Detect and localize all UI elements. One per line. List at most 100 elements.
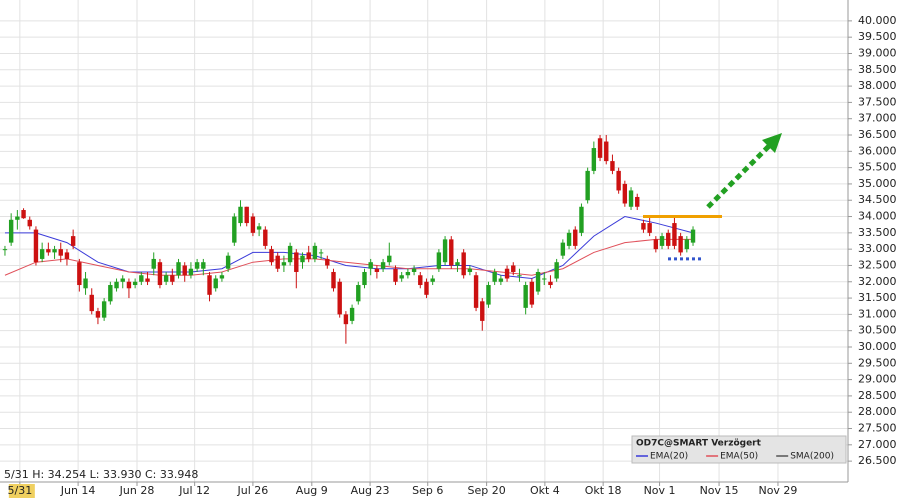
candle-body: [498, 278, 504, 282]
candle-body: [424, 281, 429, 295]
y-tick-label: 38.500: [858, 63, 897, 76]
candle-body: [238, 206, 243, 224]
legend-label: EMA(20): [650, 452, 688, 462]
candle-body: [8, 219, 14, 243]
candle-body: [194, 262, 200, 269]
y-tick-label: 36.000: [858, 144, 897, 157]
candle-body: [188, 268, 194, 276]
y-tick-label: 29.000: [858, 373, 897, 386]
candle-body: [492, 271, 497, 282]
candle-body: [517, 275, 522, 277]
x-tick-label: Nov 29: [758, 484, 797, 497]
candle-body: [659, 236, 665, 246]
candle-body: [182, 265, 187, 276]
candle-body: [145, 278, 150, 282]
candle-body: [170, 275, 175, 282]
info-line: 5/31 H: 34.254 L: 33.930 C: 33.948: [4, 468, 198, 481]
candle-body: [312, 245, 318, 259]
candle-body: [653, 239, 659, 250]
y-tick-label: 28.500: [858, 389, 897, 402]
candle-body: [585, 170, 590, 201]
y-tick-label: 38.000: [858, 79, 897, 92]
x-tick-label: Nov 15: [700, 484, 739, 497]
legend-label: EMA(50): [720, 452, 758, 462]
candle-body: [405, 271, 411, 276]
candle-body: [480, 301, 485, 321]
candle-body: [461, 252, 466, 276]
x-tick-label: Okt 18: [585, 484, 622, 497]
candle-body: [362, 271, 367, 286]
candle-body: [306, 252, 311, 259]
candle-body: [554, 262, 559, 279]
y-tick-label: 30.500: [858, 324, 897, 337]
x-tick-label: Aug 23: [351, 484, 390, 497]
x-tick-label: Sep 20: [467, 484, 505, 497]
candle-body: [393, 268, 398, 282]
candle-body: [58, 249, 63, 256]
candle-body: [504, 268, 510, 279]
candle-body: [287, 245, 293, 263]
candle-body: [176, 262, 181, 276]
candle-body: [157, 262, 163, 286]
y-tick-label: 28.000: [858, 405, 897, 418]
candle-body: [436, 252, 442, 269]
y-tick-label: 34.500: [858, 193, 897, 206]
candle-body: [399, 275, 404, 279]
y-tick-label: 39.000: [858, 46, 897, 59]
candle-body: [207, 275, 212, 295]
candle-body: [430, 278, 435, 282]
candle-body: [46, 249, 51, 253]
candle-body: [349, 307, 355, 321]
candle-body: [108, 285, 113, 302]
candle-body: [139, 275, 144, 282]
candle-body: [281, 262, 287, 266]
candle-body: [120, 278, 125, 282]
candle-body: [356, 285, 361, 302]
legend-label: SMA(200): [790, 452, 834, 462]
candle-body: [318, 252, 324, 254]
candle-body: [294, 252, 299, 272]
y-tick-label: 27.000: [858, 438, 897, 451]
candle-body: [486, 285, 491, 305]
y-tick-label: 31.500: [858, 291, 897, 304]
candle-body: [610, 161, 615, 171]
indicator-line: [4, 238, 694, 276]
candle-body: [269, 249, 274, 263]
candle-body: [33, 229, 39, 263]
candle-body: [535, 271, 541, 292]
candle-body: [523, 285, 528, 308]
x-tick-label: Jul 12: [178, 484, 210, 497]
candle-body: [566, 232, 572, 246]
candle-body: [256, 226, 262, 230]
candle-body: [275, 255, 280, 269]
candle-body: [219, 275, 225, 279]
x-tick-label: Aug 9: [296, 484, 328, 497]
candle-body: [337, 281, 342, 315]
candle-body: [529, 281, 535, 305]
candle-body: [647, 223, 652, 233]
x-tick-highlight: [8, 484, 35, 498]
x-tick-label: Nov 1: [644, 484, 676, 497]
candle-body: [250, 216, 256, 233]
candle-body: [597, 138, 603, 158]
candle-body: [343, 314, 349, 325]
candle-body: [101, 301, 107, 318]
candle-body: [374, 268, 380, 272]
candle-body: [442, 239, 448, 263]
candle-body: [579, 206, 584, 233]
x-tick-label: Jun 28: [119, 484, 155, 497]
candle-body: [678, 236, 683, 253]
candle-body: [473, 275, 479, 308]
y-tick-label: 33.000: [858, 242, 897, 255]
candle-body: [126, 281, 132, 289]
candle-body: [548, 281, 553, 286]
y-tick-label: 35.500: [858, 161, 897, 174]
arrow-head: [762, 133, 782, 153]
x-tick-label: Sep 6: [412, 484, 443, 497]
candle-body: [27, 219, 32, 227]
x-tick-label: Jun 14: [60, 484, 96, 497]
candle-body: [232, 216, 237, 243]
candle-body: [604, 141, 609, 162]
